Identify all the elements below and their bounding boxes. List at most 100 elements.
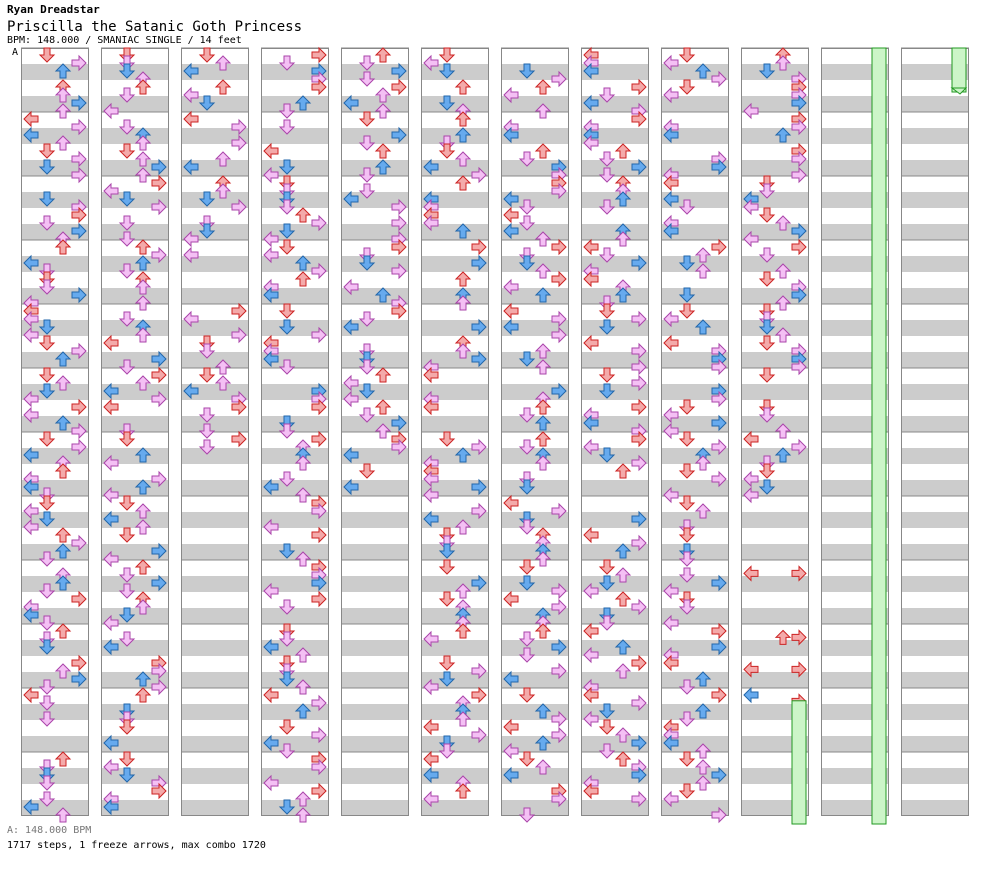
step-arrow-eighth	[118, 191, 136, 207]
step-arrow-eighth	[518, 575, 536, 591]
step-arrow-eighth	[134, 671, 152, 687]
step-arrow-eighth	[391, 414, 407, 432]
step-arrow-eighth	[134, 255, 152, 271]
step-arrow-quarter	[118, 495, 136, 511]
step-arrow-sixteenth	[118, 359, 136, 375]
step-arrow-sixteenth	[134, 279, 152, 295]
step-arrow-sixteenth	[118, 583, 136, 599]
step-arrow-eighth	[663, 734, 679, 752]
beat-stripe	[341, 608, 409, 624]
footer-bpm: A: 148.000 BPM	[7, 825, 92, 836]
step-arrow-quarter	[438, 47, 456, 63]
step-arrow-sixteenth	[694, 503, 712, 519]
step-arrow-sixteenth	[71, 166, 87, 184]
step-arrow-sixteenth	[214, 151, 232, 167]
step-arrow-sixteenth	[631, 694, 647, 712]
step-arrow-quarter	[454, 623, 472, 639]
beat-stripe	[581, 224, 649, 240]
step-arrow-quarter	[391, 78, 407, 96]
beat-stripe	[661, 96, 729, 112]
step-arrow-sixteenth	[54, 135, 72, 151]
step-arrow-eighth	[54, 63, 72, 79]
step-arrow-eighth	[263, 734, 279, 752]
beat-stripe	[21, 352, 89, 368]
step-arrow-sixteenth	[103, 486, 119, 504]
beat-stripe	[501, 800, 569, 816]
step-arrow-sixteenth	[183, 246, 199, 264]
step-arrow-sixteenth	[711, 390, 727, 408]
step-arrow-eighth	[518, 63, 536, 79]
step-arrow-quarter	[358, 111, 376, 127]
step-arrow-sixteenth	[278, 55, 296, 71]
step-arrow-sixteenth	[711, 806, 727, 824]
step-arrow-sixteenth	[678, 567, 696, 583]
step-arrow-quarter	[711, 622, 727, 640]
step-arrow-sixteenth	[23, 502, 39, 520]
step-arrow-eighth	[614, 543, 632, 559]
step-arrow-sixteenth	[631, 342, 647, 360]
step-arrow-eighth	[263, 350, 279, 368]
beat-stripe	[181, 544, 249, 560]
step-arrow-sixteenth	[134, 599, 152, 615]
step-arrow-eighth	[71, 670, 87, 688]
beat-stripe	[901, 448, 969, 464]
step-arrow-eighth	[694, 63, 712, 79]
step-arrow-sixteenth	[583, 134, 599, 152]
step-arrow-sixteenth	[118, 119, 136, 135]
step-arrow-eighth	[118, 63, 136, 79]
step-arrow-sixteenth	[103, 182, 119, 200]
step-arrow-sixteenth	[774, 55, 792, 71]
step-arrow-quarter	[518, 559, 536, 575]
step-arrow-sixteenth	[663, 422, 679, 440]
beat-stripe	[261, 96, 329, 112]
step-arrow-quarter	[471, 686, 487, 704]
step-arrow-sixteenth	[791, 118, 807, 136]
beat-stripe	[581, 800, 649, 816]
beat-stripe	[21, 64, 89, 80]
step-arrow-sixteenth	[278, 103, 296, 119]
beat-stripe	[421, 704, 489, 720]
step-arrow-sixteenth	[294, 791, 312, 807]
chart-column	[181, 47, 249, 816]
step-arrow-sixteenth	[631, 454, 647, 472]
step-arrow-quarter	[198, 47, 216, 63]
step-arrow-sixteenth	[294, 487, 312, 503]
step-arrow-quarter	[118, 719, 136, 735]
step-arrow-sixteenth	[743, 470, 759, 488]
step-arrow-sixteenth	[118, 567, 136, 583]
step-arrow-quarter	[71, 398, 87, 416]
step-arrow-eighth	[631, 510, 647, 528]
step-arrow-sixteenth	[358, 359, 376, 375]
step-arrow-sixteenth	[774, 423, 792, 439]
step-arrow-eighth	[454, 127, 472, 143]
step-arrow-sixteenth	[743, 198, 759, 216]
step-arrow-quarter	[678, 303, 696, 319]
step-arrow-eighth	[598, 703, 616, 719]
beat-stripe	[661, 320, 729, 336]
step-arrow-eighth	[294, 255, 312, 271]
step-arrow-sixteenth	[71, 534, 87, 552]
step-arrow-sixteenth	[423, 470, 439, 488]
step-arrow-sixteenth	[294, 679, 312, 695]
step-arrow-quarter	[503, 494, 519, 512]
step-arrow-sixteenth	[278, 359, 296, 375]
step-arrow-quarter	[263, 142, 279, 160]
beat-stripe	[21, 736, 89, 752]
step-arrow-sparse	[791, 661, 807, 678]
step-arrow-eighth	[534, 735, 552, 751]
step-arrow-eighth	[518, 351, 536, 367]
beat-stripe	[501, 512, 569, 528]
step-arrow-eighth	[358, 383, 376, 399]
step-arrow-eighth	[503, 318, 519, 336]
beat-stripe	[741, 256, 809, 272]
step-arrow-quarter	[583, 334, 599, 352]
step-arrow-sixteenth	[503, 278, 519, 296]
step-arrow-sixteenth	[551, 326, 567, 344]
step-arrow-eighth	[38, 511, 56, 527]
beat-stripe	[181, 768, 249, 784]
step-arrow-quarter	[583, 686, 599, 704]
step-arrow-sixteenth	[71, 438, 87, 456]
beat-stripe	[901, 640, 969, 656]
step-arrow-eighth	[23, 798, 39, 816]
